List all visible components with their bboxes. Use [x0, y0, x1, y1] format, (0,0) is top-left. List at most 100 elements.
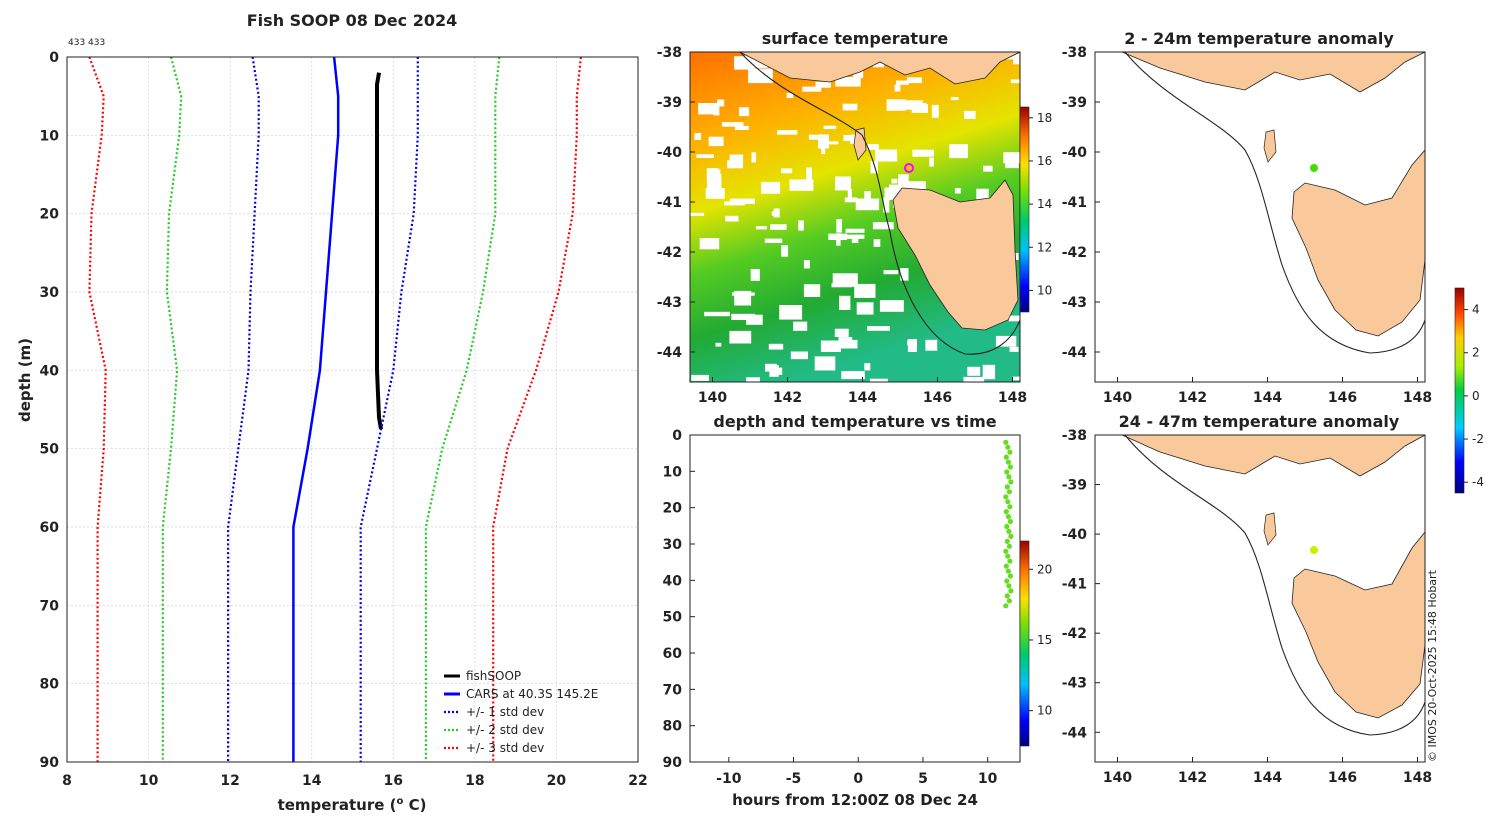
lon-tick-label: 146	[1328, 390, 1357, 406]
cloud-gap	[842, 103, 858, 111]
data-point	[1004, 484, 1010, 490]
cloud-gap	[867, 144, 879, 150]
anomaly-map-shallow: 2 - 24m temperature anomaly 140 142 144 146…	[1062, 29, 1432, 406]
colorbar-tick-label: 14	[1037, 197, 1052, 211]
lon-tick-label: 148	[998, 390, 1027, 406]
profile-axes-frame	[66, 56, 639, 763]
y-tick-label: 60	[40, 520, 60, 536]
anomaly-colorbar	[1454, 287, 1465, 494]
surface-temperature-map: surface temperature 140 142 144 146 148 -38 -3…	[657, 29, 1053, 406]
data-point	[1006, 474, 1012, 480]
colorbar-tick-label: 18	[1037, 111, 1052, 125]
data-point	[1004, 593, 1010, 599]
cloud-gap	[713, 105, 720, 116]
depth-tick-label: 20	[663, 501, 683, 517]
cloud-gap	[886, 99, 906, 111]
lat-tick-label: -40	[1062, 527, 1088, 543]
series-line-4	[359, 57, 419, 762]
cloud-gap	[873, 60, 885, 68]
data-point	[1006, 543, 1013, 549]
cloud-gap	[705, 188, 725, 199]
xlabel-post: C)	[403, 796, 426, 814]
cloud-gap	[875, 149, 898, 162]
lat-tick-label: -38	[1062, 45, 1087, 61]
sst-map-title: surface temperature	[762, 29, 949, 48]
profile-grid	[66, 56, 639, 763]
legend-entry: fishSOOP	[466, 669, 521, 683]
cloud-gap	[803, 284, 821, 297]
cloud-gap	[1005, 159, 1019, 169]
hour-tick-label: 5	[918, 771, 928, 787]
cloud-gap	[840, 234, 865, 239]
cloud-gap	[964, 110, 976, 119]
cloud-gap	[699, 238, 720, 250]
cloud-gap	[768, 343, 784, 350]
cloud-gap	[844, 197, 858, 203]
shelf-contour	[1124, 435, 1425, 736]
lat-tick-label: -39	[657, 95, 682, 111]
colorbar-tick-label: -2	[1472, 432, 1484, 446]
cloud-gap	[729, 198, 755, 204]
cloud-gap	[898, 174, 909, 189]
cloud-gap	[690, 212, 705, 216]
lat-tick-label: -42	[657, 245, 682, 261]
lat-tick-label: -44	[657, 345, 683, 361]
cloud-gap	[708, 136, 724, 147]
cloud-gap	[976, 188, 989, 202]
mainland-land	[739, 52, 1020, 85]
data-point	[1003, 494, 1009, 500]
cloud-gap	[1012, 376, 1020, 381]
cloud-gap	[706, 168, 719, 183]
anomaly-map-deep: 24 - 47m temperature anomaly 140 142 144 14…	[1062, 287, 1484, 786]
x-tick-label: 18	[465, 773, 484, 789]
cloud-gap	[899, 182, 922, 187]
cloud-gap	[821, 141, 839, 145]
y-tick-label: 90	[40, 755, 60, 771]
hour-tick-label: -10	[716, 771, 742, 787]
lon-tick-label: 148	[1403, 770, 1432, 786]
cloud-gap	[895, 80, 909, 85]
y-tick-label: 40	[40, 363, 60, 379]
cloud-gap	[698, 103, 718, 115]
cloud-gap	[835, 176, 851, 191]
data-point	[1003, 509, 1009, 515]
cloud-gap	[883, 197, 890, 213]
lon-tick-label: 140	[698, 390, 727, 406]
cloud-gap	[721, 122, 744, 127]
lon-tick-label: 140	[1103, 770, 1132, 786]
cloud-gap	[929, 157, 934, 167]
cloud-gap	[729, 330, 752, 344]
hour-tick-label: 10	[978, 771, 998, 787]
data-point	[1005, 459, 1012, 465]
colorbar-tick-label: 10	[1037, 704, 1052, 718]
x-tick-label: 8	[62, 773, 72, 789]
cloud-gap	[756, 226, 767, 230]
cloud-gap	[734, 56, 755, 70]
series-line-7	[88, 56, 107, 762]
data-point	[1005, 553, 1011, 559]
y-tick-label: 20	[40, 207, 60, 223]
depth-tick-label: 80	[663, 719, 683, 735]
anomaly-colorbar-ticks: -4 -2 0 2 4	[1464, 303, 1484, 489]
anomaly-deep-ticks: 140 142 144 146 148 -38 -39 -40 -41 -42 -43 -44	[1062, 428, 1432, 786]
colorbar-tick-label: 15	[1037, 633, 1052, 647]
anomaly-deep-title: 24 - 47m temperature anomaly	[1119, 412, 1400, 431]
cloud-gap	[789, 179, 814, 191]
cloud-gap	[845, 228, 865, 233]
lon-tick-label: 148	[1403, 390, 1432, 406]
data-point	[1004, 578, 1010, 584]
lon-tick-label: 140	[1103, 390, 1132, 406]
shelf-contour	[1124, 52, 1425, 354]
cloud-gap	[900, 268, 909, 281]
data-point	[1007, 573, 1014, 579]
depth-temperature-time-chart: depth and temperature vs time -10 -5 0 5 10 0…	[663, 412, 1053, 809]
cloud-gap	[835, 76, 861, 87]
cloud-gap	[983, 165, 993, 172]
cloud-gap	[734, 125, 749, 130]
cloud-gap	[814, 356, 836, 371]
figure-title: Fish SOOP 08 Dec 2024	[247, 11, 457, 30]
cloud-gap	[907, 340, 916, 346]
lat-tick-label: -43	[1062, 676, 1087, 692]
lat-tick-label: -44	[1062, 345, 1088, 361]
